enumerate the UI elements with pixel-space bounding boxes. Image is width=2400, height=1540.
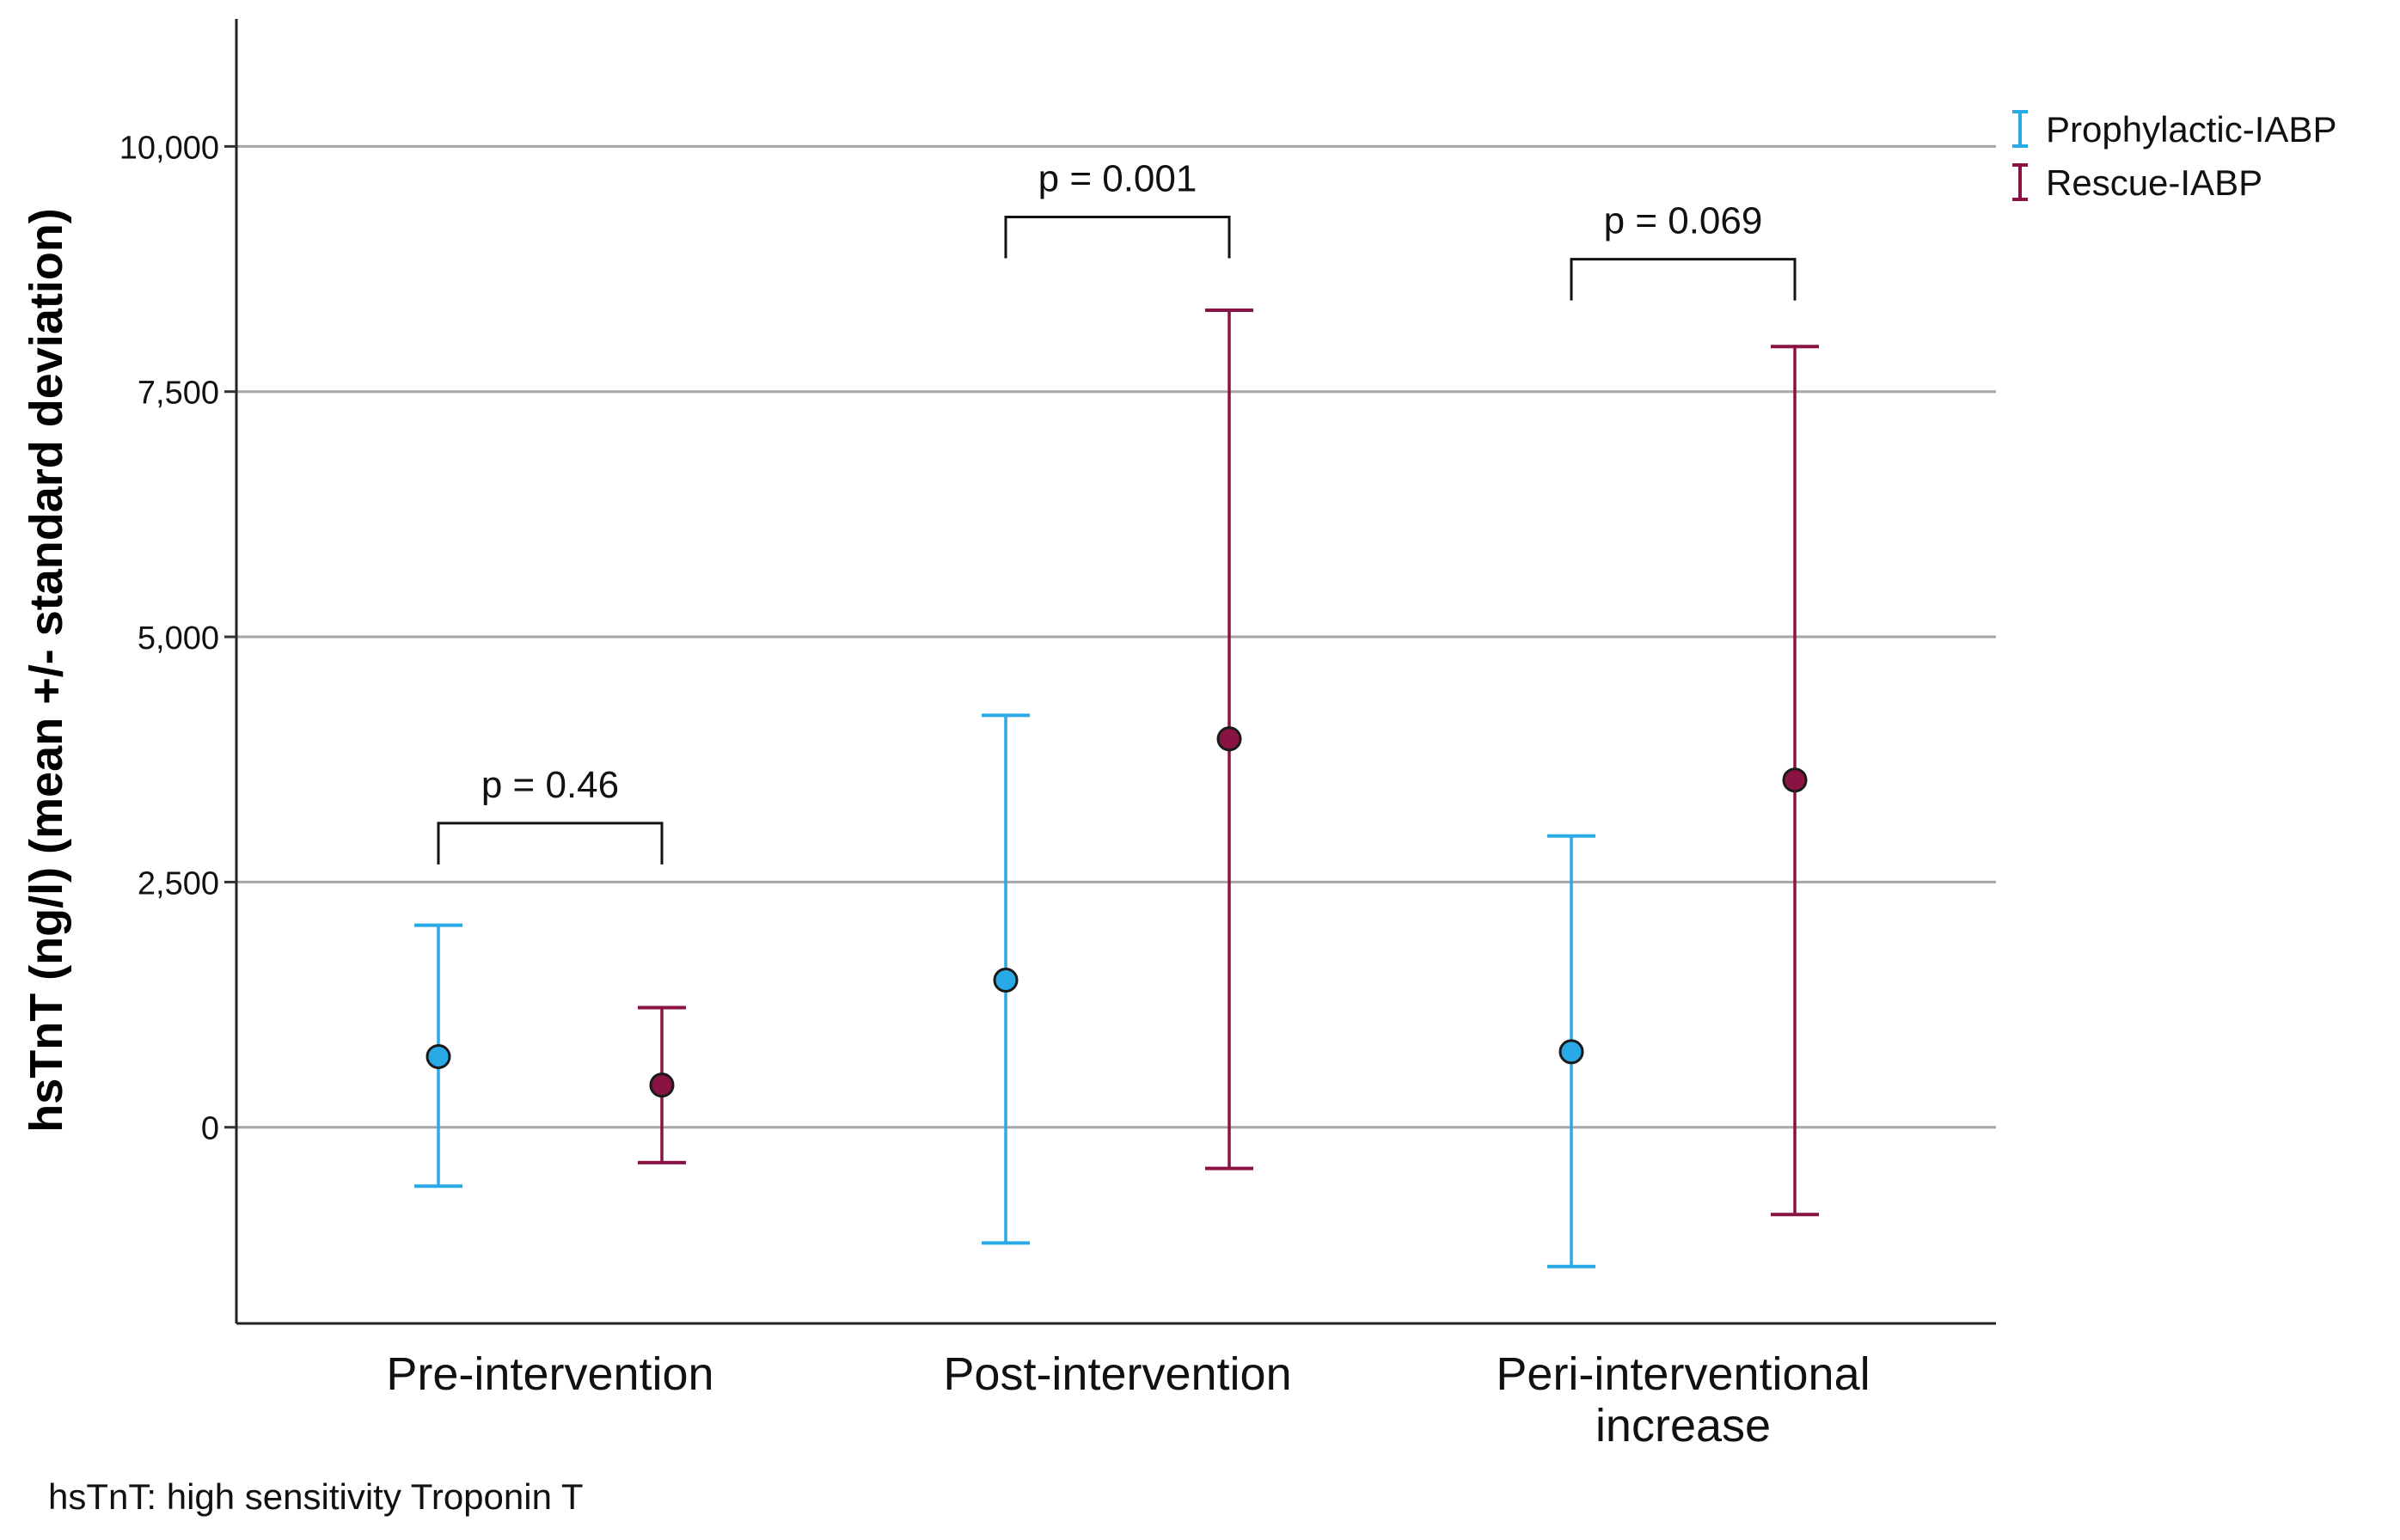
p-value-label: p = 0.001 xyxy=(1038,158,1197,200)
x-category-label: Pre-intervention xyxy=(386,1348,713,1400)
legend-label: Rescue-IABP xyxy=(2046,162,2262,203)
legend-label: Prophylactic-IABP xyxy=(2046,109,2336,150)
significance-brackets: p = 0.46 p = 0.001 p = 0.069 xyxy=(437,158,1797,865)
significance-bracket xyxy=(1004,216,1231,259)
axes xyxy=(235,19,1996,1325)
x-category-label: increase xyxy=(1595,1400,1771,1451)
p-value-label: p = 0.46 xyxy=(481,764,619,806)
footnote: hsTnT: high sensitivity Troponin T xyxy=(48,1476,584,1517)
series-rescue-iabp xyxy=(638,308,1819,1217)
mean-point xyxy=(993,968,1019,993)
y-axis-ticks: 0 2,500 5,000 7,500 10,000 xyxy=(119,130,236,1147)
mean-point xyxy=(1216,726,1242,752)
error-bar-marks xyxy=(414,308,1819,1268)
mean-point xyxy=(1558,1039,1584,1065)
p-value-label: p = 0.069 xyxy=(1604,200,1763,242)
mean-point xyxy=(426,1044,451,1070)
x-category-label: Peri-interventional xyxy=(1496,1348,1870,1400)
gridlines xyxy=(236,144,1996,1129)
y-tick-label: 0 xyxy=(201,1111,219,1147)
y-tick-label: 5,000 xyxy=(138,620,219,657)
mean-point xyxy=(1782,767,1808,793)
significance-bracket xyxy=(437,822,664,865)
y-tick-label: 2,500 xyxy=(138,865,219,901)
significance-bracket xyxy=(1570,258,1797,301)
y-tick-label: 10,000 xyxy=(119,130,219,166)
x-axis-labels: Pre-intervention Post-intervention Peri-in… xyxy=(386,1348,1870,1451)
y-axis-label: hsTnT (ng/l) (mean +/- standard deviatio… xyxy=(21,208,72,1133)
y-tick-label: 7,500 xyxy=(138,376,219,412)
x-category-label: Post-intervention xyxy=(943,1348,1291,1400)
mean-point xyxy=(649,1072,675,1098)
series-prophylactic-iabp xyxy=(414,713,1595,1268)
legend: Prophylactic-IABP Rescue-IABP xyxy=(2012,109,2336,203)
